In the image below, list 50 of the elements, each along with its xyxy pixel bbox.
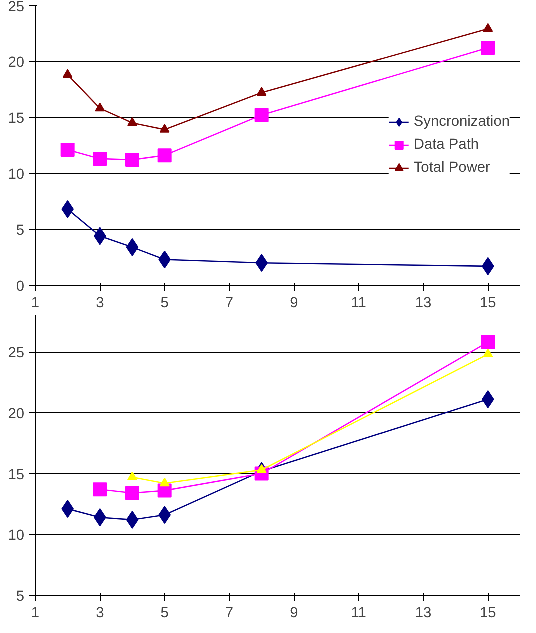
point: [483, 348, 494, 358]
y-tick-label: 20: [8, 55, 25, 71]
legend-label: Data Path: [414, 137, 480, 153]
x-tick-label: 13: [415, 296, 432, 312]
point: [93, 482, 108, 497]
point: [93, 152, 108, 166]
point: [481, 335, 496, 350]
point: [256, 87, 267, 96]
y-tick-label: 10: [8, 167, 25, 183]
point: [160, 478, 170, 487]
point: [483, 23, 494, 32]
point: [62, 69, 73, 78]
y-tick-label: 0: [16, 279, 25, 295]
y-tick-label: 5: [16, 589, 25, 605]
y-tick-label: 15: [8, 467, 25, 484]
point: [158, 148, 172, 163]
x-tick-label: 1: [31, 296, 40, 312]
point: [160, 124, 170, 133]
x-tick-label: 5: [160, 606, 169, 622]
point: [126, 238, 139, 256]
y-tick-label: 15: [8, 111, 25, 127]
y-tick-label: 25: [8, 346, 25, 362]
x-tick-label: 11: [351, 606, 366, 622]
point: [126, 511, 139, 530]
x-tick-label: 7: [225, 296, 234, 312]
x-tick-label: 15: [480, 296, 496, 312]
y-tick-label: 25: [8, 0, 25, 16]
x-tick-label: 9: [290, 296, 298, 312]
y-tick-label: 10: [8, 528, 25, 544]
point: [126, 153, 140, 168]
point: [126, 486, 140, 500]
x-tick-label: 13: [415, 606, 432, 622]
legend-label: Total Power: [414, 160, 490, 176]
point: [95, 102, 106, 112]
point: [128, 117, 138, 126]
x-tick-label: 11: [351, 296, 366, 312]
point: [254, 108, 269, 122]
point: [481, 41, 496, 56]
x-tick-label: 15: [480, 606, 496, 622]
point: [128, 472, 138, 481]
y-tick-label: 20: [8, 406, 25, 422]
x-tick-label: 3: [96, 606, 104, 622]
y-tick-label: 5: [16, 223, 25, 239]
x-tick-label: 7: [225, 606, 234, 622]
legend-label: Syncronization: [414, 114, 510, 130]
point: [60, 142, 75, 157]
x-tick-label: 5: [160, 296, 169, 312]
x-tick-label: 1: [31, 606, 40, 622]
x-tick-label: 9: [290, 606, 298, 622]
x-tick-label: 3: [96, 296, 104, 312]
